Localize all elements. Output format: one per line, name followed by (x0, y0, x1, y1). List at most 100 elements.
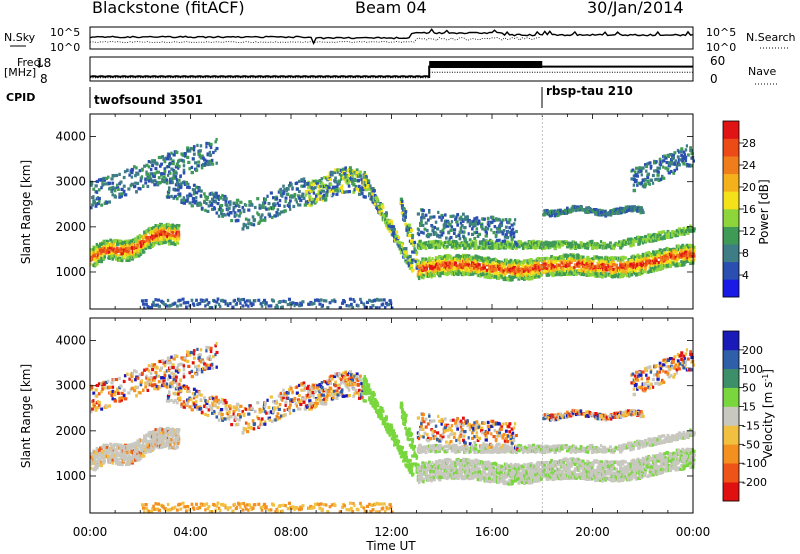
power-cell (553, 260, 557, 264)
power-cell (420, 220, 423, 224)
power-cell (415, 251, 419, 255)
power-cell (543, 262, 547, 266)
power-cell (419, 263, 422, 267)
power-cell (246, 299, 250, 303)
power-cell (397, 235, 401, 240)
power-cell (456, 257, 460, 261)
power-cell (611, 256, 614, 261)
power-cell (161, 155, 165, 159)
power-cell (290, 182, 293, 187)
power-cell (413, 240, 417, 244)
power-cell (379, 298, 383, 302)
power-cell (155, 303, 159, 307)
power-cell (547, 273, 551, 277)
power-cell (621, 244, 624, 248)
power-cell (215, 146, 219, 151)
freq-label: Freq. (17, 56, 44, 69)
power-cell (631, 242, 634, 247)
power-cell (658, 157, 662, 161)
power-cell (575, 272, 578, 276)
power-cell (164, 239, 168, 243)
power-cell (243, 300, 247, 304)
power-cell (424, 246, 428, 251)
power-cell (376, 197, 379, 201)
power-cell (481, 270, 484, 274)
power-cell (325, 191, 329, 195)
power-cell (153, 303, 157, 307)
power-cell (627, 264, 630, 268)
power-cell (316, 198, 319, 202)
power-cell (645, 251, 648, 255)
power-cell (117, 187, 120, 191)
power-cell (286, 192, 290, 196)
power-cell (108, 200, 111, 204)
power-cell (302, 184, 306, 188)
power-cell (155, 162, 159, 166)
power-cell (495, 267, 499, 271)
power-cell (575, 245, 578, 249)
power-cell (632, 262, 635, 266)
power-cell (436, 233, 440, 238)
power-cell (501, 218, 505, 222)
power-cell (350, 176, 353, 180)
power-cell (249, 200, 252, 204)
power-cell (536, 256, 540, 261)
power-cell (443, 272, 447, 276)
power-cell (495, 262, 499, 266)
power-cell (403, 254, 406, 258)
power-cell (238, 204, 241, 208)
power-cell (419, 223, 422, 227)
power-cell (198, 149, 202, 153)
power-cell (460, 224, 464, 228)
power-cell (223, 194, 227, 199)
power-cell (512, 235, 516, 239)
power-cell (426, 235, 430, 239)
power-cell (253, 299, 257, 303)
power-cell (182, 171, 186, 175)
power-cell (144, 181, 148, 185)
power-cell (261, 300, 266, 304)
power-cell (145, 170, 148, 174)
power-cell (559, 212, 562, 216)
power-cell (604, 209, 607, 213)
power-cell (94, 258, 98, 262)
power-cell (454, 261, 458, 265)
power-cell (369, 305, 373, 310)
power-cell (274, 306, 277, 310)
power-cell (256, 197, 260, 201)
power-cell (446, 244, 449, 248)
power-cell (322, 176, 326, 180)
power-cell (607, 245, 612, 249)
power-cell (302, 196, 306, 200)
power-cell (398, 241, 402, 245)
power-cell (407, 234, 411, 238)
power-cell (449, 256, 452, 260)
power-cell (460, 269, 463, 273)
power-cell (147, 165, 151, 169)
power-cell (257, 213, 260, 217)
power-cell (406, 232, 409, 236)
power-cell (157, 176, 161, 180)
power-cell (668, 163, 672, 167)
power-cell (632, 205, 636, 209)
power-cell (160, 172, 163, 176)
power-cell (475, 259, 478, 264)
power-cell (296, 194, 300, 198)
power-cell (586, 258, 590, 262)
power-cell (436, 242, 440, 246)
power-cell (570, 242, 574, 246)
power-cell (567, 268, 570, 272)
power-cell (156, 298, 160, 302)
power-cell (207, 301, 211, 305)
power-cell (229, 302, 232, 306)
power-cell (206, 209, 210, 213)
power-cell (128, 243, 132, 247)
power-cell (423, 244, 427, 248)
power-cell (192, 148, 196, 152)
power-cell (410, 241, 414, 245)
power-cell (277, 203, 281, 207)
power-cell (636, 183, 639, 187)
power-cell (650, 263, 654, 267)
power-cell (637, 181, 641, 185)
power-cell (661, 252, 664, 256)
